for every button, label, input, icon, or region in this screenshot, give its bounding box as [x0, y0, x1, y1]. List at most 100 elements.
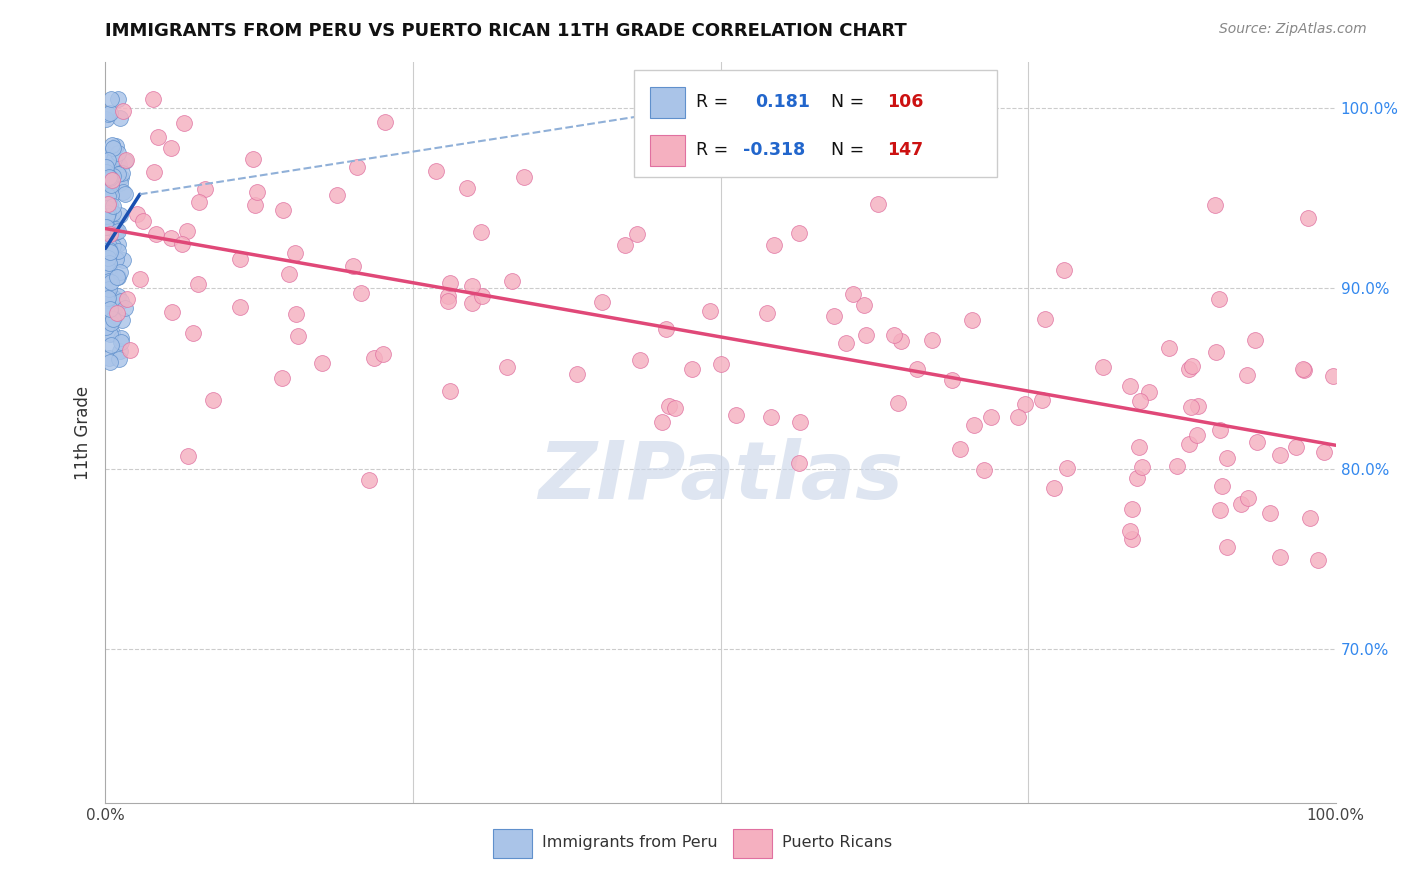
Point [98, 355, 121, 369]
Point [835, 335, 858, 350]
Point [346, 161, 368, 175]
Point [371, 346, 394, 360]
Point [114, 154, 136, 169]
Point [626, 227, 648, 242]
Point [271, 371, 294, 385]
Point [1208, 293, 1230, 307]
Point [1128, 440, 1150, 454]
Point [1014, 396, 1036, 410]
Point [117, 292, 139, 306]
Point [1121, 533, 1143, 547]
Point [97, 239, 120, 253]
Point [761, 409, 783, 424]
Point [107, 352, 129, 367]
Point [311, 356, 333, 370]
Point [108, 265, 131, 279]
Point [439, 384, 461, 399]
Point [96, 202, 118, 216]
Point [96, 196, 118, 211]
Point [470, 225, 492, 239]
Point [104, 139, 127, 153]
Point [855, 327, 877, 342]
Point [105, 269, 128, 284]
Point [229, 252, 252, 266]
Point [1211, 478, 1233, 492]
Point [97, 153, 120, 167]
Point [110, 169, 132, 184]
Point [363, 351, 385, 365]
Point [97, 170, 120, 185]
Point [101, 311, 124, 326]
Point [97, 291, 120, 305]
Point [883, 328, 905, 343]
Point [104, 221, 127, 235]
Point [111, 313, 134, 327]
Point [114, 301, 136, 315]
Point [246, 185, 269, 199]
Point [1126, 471, 1149, 485]
Point [278, 267, 301, 281]
Point [103, 302, 125, 317]
Point [1181, 359, 1204, 374]
Point [682, 362, 704, 376]
Point [94, 160, 117, 174]
Point [96, 197, 118, 211]
Point [104, 225, 127, 239]
Point [229, 300, 252, 314]
Point [97, 160, 120, 174]
Point [949, 442, 972, 456]
Point [101, 169, 124, 183]
Point [342, 259, 364, 273]
Point [1268, 448, 1291, 462]
Point [1178, 362, 1201, 376]
Point [127, 207, 149, 221]
Point [651, 415, 673, 429]
Point [98, 243, 121, 257]
Point [1137, 385, 1160, 400]
Point [1056, 460, 1078, 475]
Bar [651, 135, 685, 166]
Point [101, 206, 124, 220]
Point [725, 409, 748, 423]
Point [101, 137, 124, 152]
Point [1322, 369, 1344, 384]
Point [1237, 491, 1260, 505]
Point [160, 305, 183, 319]
Text: N =: N = [831, 141, 870, 160]
Point [98, 170, 121, 185]
Point [146, 130, 169, 145]
Point [94, 272, 117, 286]
Point [96, 220, 118, 235]
Point [357, 473, 380, 487]
Point [110, 331, 132, 345]
Point [129, 271, 152, 285]
Point [756, 306, 779, 320]
Point [1159, 341, 1181, 355]
Bar [651, 87, 685, 118]
Point [98, 214, 121, 228]
Point [107, 224, 129, 238]
Text: R =: R = [696, 141, 734, 160]
Point [107, 91, 129, 105]
Point [100, 337, 122, 351]
Point [194, 182, 217, 196]
Point [1285, 441, 1308, 455]
Point [963, 418, 986, 433]
Point [98, 245, 121, 260]
Point [1166, 458, 1188, 473]
Point [1236, 368, 1258, 382]
Point [100, 188, 122, 202]
Point [787, 226, 810, 240]
Point [699, 304, 721, 318]
Bar [494, 830, 533, 857]
Point [941, 373, 963, 387]
Point [1205, 345, 1227, 359]
Point [176, 224, 198, 238]
Point [104, 309, 127, 323]
Point [960, 313, 983, 327]
Point [245, 197, 267, 211]
Point [1270, 549, 1292, 564]
Point [101, 238, 124, 252]
Text: Immigrants from Peru: Immigrants from Peru [543, 835, 718, 850]
Point [100, 316, 122, 330]
